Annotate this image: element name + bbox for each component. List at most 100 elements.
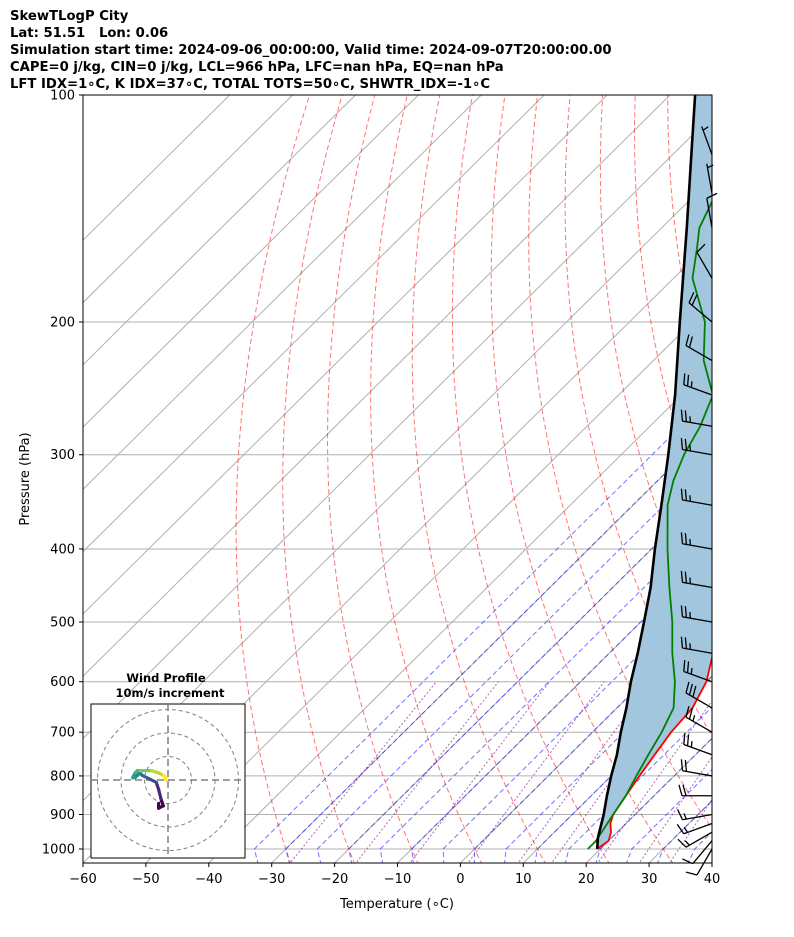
barb-full-flag [680, 409, 684, 422]
barb-full-flag [706, 192, 718, 199]
wind-barb [683, 373, 713, 396]
barb-full-flag [684, 760, 688, 772]
isotherm [711, 862, 712, 863]
barb-staff [682, 770, 713, 777]
x-tick-label: −60 [69, 872, 96, 887]
dry-adiabat [326, 95, 419, 863]
barb-full-flag [676, 824, 685, 835]
barb-half-flag [707, 164, 714, 169]
barb-half-flag [683, 826, 689, 833]
moist-adiabat [285, 425, 712, 863]
barb-full-flag [680, 759, 684, 771]
barb-staff [682, 813, 713, 821]
barb-full-flag [680, 636, 684, 649]
isotherm [83, 95, 419, 428]
wind-barb [683, 733, 713, 756]
barb-staff [683, 384, 713, 396]
dry-adiabat [699, 95, 712, 234]
wind-barb [680, 488, 713, 506]
wind-barb [701, 126, 713, 155]
barb-full-flag [685, 334, 690, 346]
barb-full-flag [688, 708, 694, 720]
indices-line: LFT IDX=1∘C, K IDX=37∘C, TOTAL TOTS=50∘C… [10, 77, 491, 92]
wind-barb [688, 292, 713, 323]
mixing-ratio-line [289, 681, 437, 863]
moist-adiabat [411, 550, 712, 863]
barb-staff [683, 743, 713, 756]
x-tick-label: 40 [704, 872, 721, 887]
barb-full-flag [677, 838, 687, 848]
wind-barb [680, 636, 713, 654]
barb-staff [682, 543, 713, 550]
isotherm [83, 95, 356, 366]
moist-adiabat [750, 95, 794, 865]
y-tick-label: 1000 [42, 843, 75, 858]
barb-staff [683, 822, 713, 835]
x-tick-label: −40 [195, 872, 222, 887]
barb-full-flag [684, 606, 688, 618]
wind-barb [696, 243, 713, 279]
chart-title-block: SkewTLogP City Lat: 51.51 Lon: 0.06 Simu… [10, 8, 612, 93]
wind-barb [706, 163, 714, 194]
dry-adiabat [235, 95, 311, 863]
dry-adiabat [411, 95, 546, 863]
barb-full-flag [696, 243, 706, 253]
mixing-ratio-line [551, 681, 684, 863]
moist-adiabat [718, 95, 794, 865]
barb-full-flag [680, 570, 684, 583]
isotherm [396, 550, 712, 863]
y-tick-label: 200 [50, 315, 75, 330]
barb-full-flag [682, 858, 693, 865]
barb-staff [706, 163, 713, 194]
isotherm [83, 95, 545, 553]
cape-line: CAPE=0 j/kg, CIN=0 j/kg, LCL=966 hPa, LF… [10, 60, 504, 75]
barb-half-flag [683, 813, 687, 820]
barb-staff [706, 198, 713, 228]
y-tick-label: 800 [50, 769, 75, 784]
wind-barb [680, 759, 713, 777]
barb-full-flag [683, 660, 686, 672]
dry-adiabat [633, 95, 712, 531]
barb-full-flag [686, 734, 690, 746]
barb-full-flag [680, 438, 684, 450]
barb-full-flag [680, 488, 684, 501]
isotherm [459, 613, 712, 863]
barb-full-flag [678, 784, 683, 796]
wind-barb [685, 848, 713, 876]
barb-half-flag [690, 667, 693, 675]
barb-staff [682, 581, 713, 589]
barb-half-flag [684, 840, 690, 846]
barb-full-flag [686, 661, 690, 673]
barb-full-flag [677, 809, 684, 820]
barb-staff [696, 848, 713, 876]
barb-full-flag [682, 784, 687, 796]
parcel-profile-line [595, 95, 697, 850]
isotherm [270, 426, 712, 863]
barb-full-flag [692, 685, 697, 698]
wind-barb [685, 706, 713, 733]
x-tick-label: −20 [321, 872, 348, 887]
mixing-ratio-line [409, 681, 550, 863]
station-title: SkewTLogP City [10, 9, 129, 24]
dry-adiabat [733, 95, 794, 865]
time-line: Simulation start time: 2024-09-06_00:00:… [10, 43, 612, 58]
wind-barb [685, 334, 713, 362]
isotherm [83, 95, 482, 491]
moist-adiabat [348, 488, 712, 863]
moist-adiabat [379, 519, 712, 863]
barb-full-flag [685, 871, 698, 876]
barb-staff [685, 344, 713, 362]
barb-full-flag [688, 292, 695, 303]
wind-barb [678, 784, 712, 797]
barb-staff [682, 499, 713, 506]
y-tick-label: 400 [50, 542, 75, 557]
isotherm [83, 114, 712, 740]
barb-half-flag [692, 715, 696, 722]
y-tick-label: 700 [50, 726, 75, 741]
mixing-ratio-line [355, 681, 499, 863]
wind-barb [677, 831, 713, 848]
mixing-ratio-line [467, 681, 605, 863]
wind-barb [680, 438, 713, 456]
isotherm [83, 95, 671, 677]
